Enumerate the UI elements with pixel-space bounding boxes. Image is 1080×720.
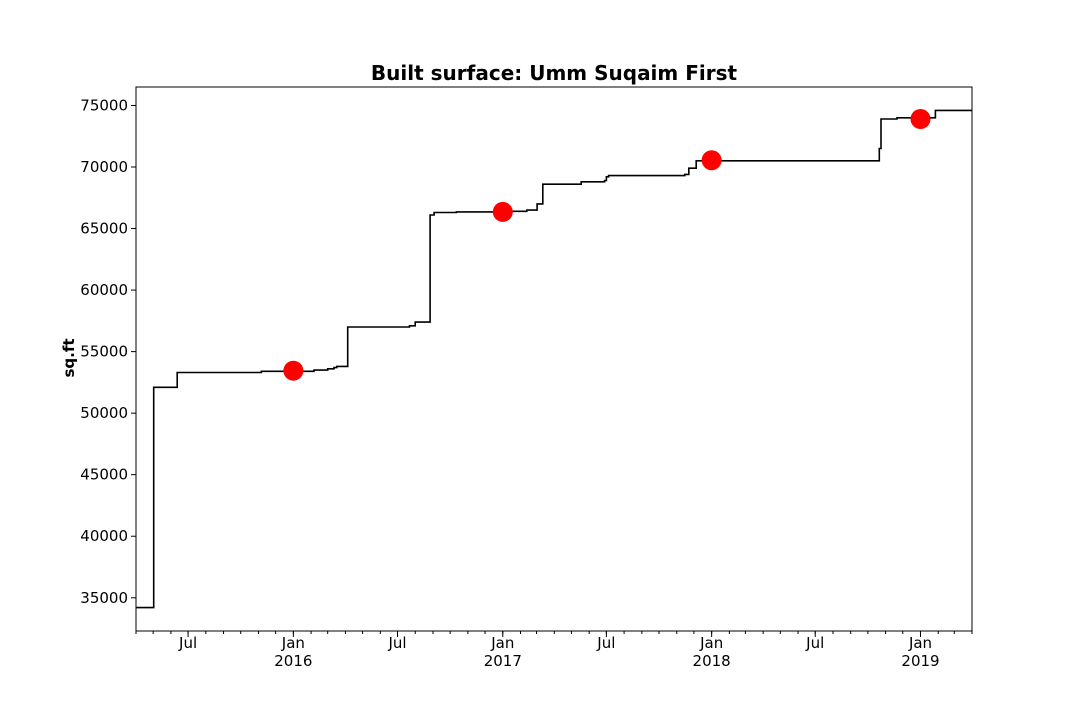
data-point-marker <box>283 360 304 381</box>
x-tick-label: Jul <box>596 634 615 652</box>
y-tick-label: 60000 <box>80 281 128 299</box>
y-tick-label: 55000 <box>80 343 128 361</box>
data-point-marker <box>492 201 513 222</box>
x-tick-label: Jan <box>908 634 932 652</box>
y-tick-label: 75000 <box>80 96 128 114</box>
x-tick-year-label: 2016 <box>274 652 312 670</box>
x-tick-label: Jan <box>490 634 514 652</box>
plot-frame <box>135 86 973 632</box>
x-tick-year-label: 2018 <box>693 652 731 670</box>
y-axis-label: sq.ft <box>60 338 78 377</box>
data-point-marker <box>701 150 722 171</box>
x-tick-label: Jul <box>178 634 197 652</box>
x-tick-label: Jan <box>699 634 723 652</box>
x-tick-label: Jul <box>805 634 824 652</box>
x-tick-label: Jul <box>387 634 406 652</box>
x-tick-label: Jan <box>281 634 305 652</box>
x-tick-year-label: 2019 <box>901 652 939 670</box>
plot-area: 35000 40000 45000 50000 55000 60000 65000 70000… <box>80 96 973 670</box>
data-point-marker <box>910 109 931 129</box>
built-surface-line <box>136 109 972 609</box>
x-tick-year-label: 2017 <box>484 652 522 670</box>
chart-title: Built surface: Umm Suqaim First <box>371 61 738 85</box>
y-tick-label: 50000 <box>80 404 128 422</box>
y-tick-label: 65000 <box>80 220 128 238</box>
y-tick-label: 40000 <box>80 527 128 545</box>
y-tick-label: 70000 <box>80 158 128 176</box>
y-tick-label: 45000 <box>80 466 128 484</box>
y-tick-label: 35000 <box>80 589 128 607</box>
